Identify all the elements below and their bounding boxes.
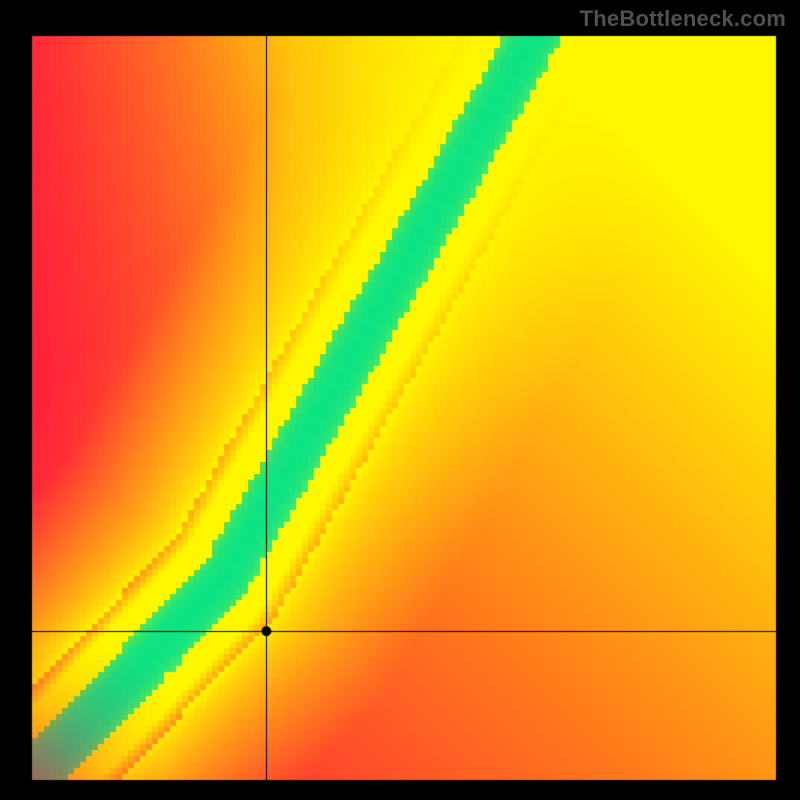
- heatmap-canvas: [0, 0, 800, 800]
- watermark-text: TheBottleneck.com: [580, 6, 786, 32]
- chart-container: { "type": "heatmap", "watermark": { "tex…: [0, 0, 800, 800]
